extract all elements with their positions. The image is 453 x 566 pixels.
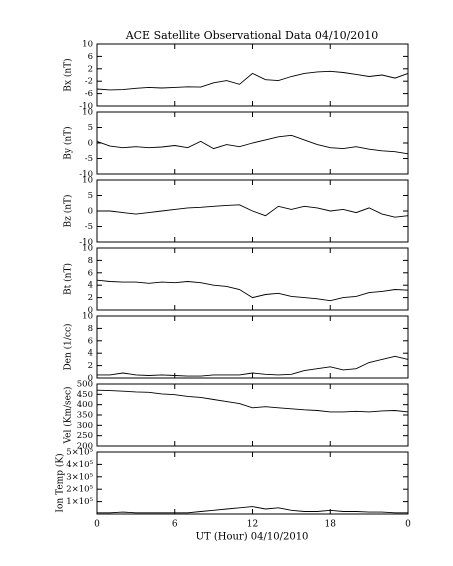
y-axis-label: Ion Temp (K) (55, 453, 66, 512)
y-tick-label: 10 (82, 312, 93, 322)
chart-title: ACE Satellite Observational Data 04/10/2… (125, 29, 379, 42)
y-tick-label: -5 (85, 222, 93, 232)
panel-frame (96, 315, 409, 379)
y-tick-label: 0 (88, 306, 93, 316)
y-tick-label: 5×10⁵ (66, 448, 93, 458)
panel-frame (96, 451, 409, 515)
y-tick-label: 3×10⁵ (66, 472, 93, 482)
y-tick-label: 0 (88, 207, 93, 217)
data-line (97, 506, 408, 514)
y-tick-label: 10 (82, 244, 93, 254)
y-axis-label: By (nT) (63, 126, 74, 159)
x-axis-label: UT (Hour) 04/10/2010 (196, 532, 309, 543)
y-tick-label: 2×10⁵ (66, 485, 93, 495)
y-tick-label: 6 (88, 336, 93, 346)
y-tick-label: 200 (77, 442, 93, 452)
y-tick-label: 10 (82, 176, 93, 186)
y-axis-label: Vel (Km/sec) (63, 386, 74, 444)
y-axis-label: Bz (nT) (63, 194, 74, 227)
y-tick-label: 250 (77, 431, 93, 441)
data-line (96, 134, 409, 155)
x-tick-label: 18 (325, 520, 337, 530)
y-tick-label: 10 (82, 108, 93, 118)
y-axis-label: Den (1/cc) (63, 323, 74, 370)
y-tick-label: 500 (77, 380, 93, 390)
y-tick-label: 0 (88, 139, 93, 149)
y-tick-label: 1×10⁵ (66, 497, 93, 507)
y-tick-label: -6 (85, 89, 93, 99)
panel-frame (96, 383, 409, 447)
data-line (96, 389, 409, 413)
data-line (97, 204, 409, 218)
y-tick-label: 2 (88, 361, 93, 371)
y-tick-label: 6 (88, 52, 93, 62)
y-tick-label: -10 (79, 238, 93, 248)
panel-frame (96, 247, 409, 311)
x-tick-label: 0 (405, 520, 411, 530)
y-tick-label: 10 (82, 40, 93, 50)
y-tick-label: -10 (79, 102, 93, 112)
y-tick-label: 4 (88, 349, 93, 359)
y-tick-label: 0 (88, 374, 93, 384)
y-tick-label: 8 (88, 324, 93, 334)
y-tick-label: -5 (85, 154, 93, 164)
y-tick-label: 5 (88, 191, 93, 201)
y-axis-label: Bx (nT) (63, 58, 74, 91)
x-tick-label: 0 (94, 520, 100, 530)
y-tick-label: 5 (88, 123, 93, 133)
y-tick-label: 2 (88, 293, 93, 303)
data-line (97, 355, 409, 377)
y-tick-label: -2 (85, 77, 93, 87)
y-axis-label: Bt (nT) (63, 263, 74, 295)
x-tick-label: 6 (172, 520, 178, 530)
y-tick-label: 450 (77, 390, 93, 400)
y-tick-label: 2 (88, 64, 93, 74)
y-tick-label: 6 (88, 268, 93, 278)
y-tick-label: -10 (79, 170, 93, 180)
data-line (96, 279, 409, 302)
y-tick-label: 8 (88, 256, 93, 266)
x-tick-label: 12 (247, 520, 258, 530)
data-line (96, 70, 409, 91)
y-tick-label: 350 (77, 411, 93, 421)
y-tick-label: 300 (77, 421, 93, 431)
y-tick-label: 400 (77, 400, 93, 410)
y-tick-label: 4 (88, 281, 93, 291)
y-tick-label: 4×10⁵ (66, 460, 93, 470)
